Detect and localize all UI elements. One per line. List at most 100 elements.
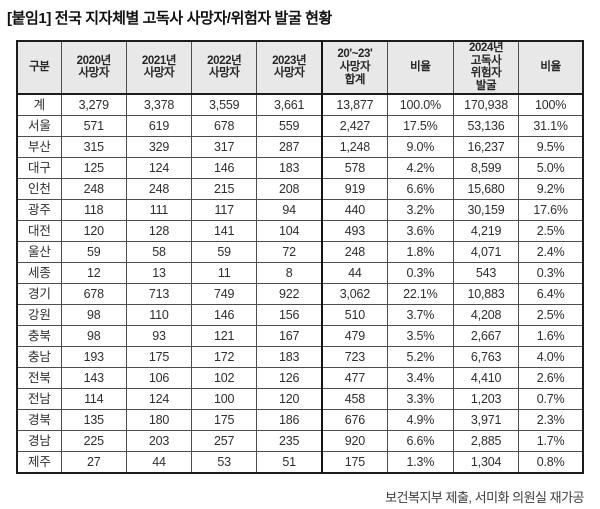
value-cell: 4,071 (452, 240, 520, 263)
value-cell: 172 (191, 345, 258, 368)
value-cell: 571 (60, 114, 127, 137)
value-cell: 3,378 (125, 93, 193, 116)
region-cell: 대구 (16, 156, 62, 179)
value-cell: 317 (191, 135, 258, 158)
value-cell: 440 (321, 198, 388, 221)
value-cell: 146 (191, 303, 258, 326)
value-cell: 4,208 (452, 303, 520, 326)
value-cell: 8,599 (452, 156, 520, 179)
value-cell: 723 (321, 345, 388, 368)
value-cell: 329 (125, 135, 193, 158)
value-cell: 4,410 (452, 366, 520, 389)
value-cell: 510 (321, 303, 388, 326)
value-cell: 922 (256, 282, 323, 305)
value-cell: 98 (60, 303, 127, 326)
table-row: 경남 225 203 257 235 920 6.6% 2,885 1.7% (16, 429, 584, 452)
region-cell: 인천 (16, 177, 62, 200)
region-cell: 충남 (16, 345, 62, 368)
header-deaths-2020: 2020년 사망자 (60, 40, 127, 95)
value-cell: 98 (60, 324, 127, 347)
value-cell: 17.6% (518, 198, 584, 221)
value-cell: 175 (191, 408, 258, 431)
region-cell: 광주 (16, 198, 62, 221)
table-row: 경기 678 713 749 922 3,062 22.1% 10,883 6.4% (16, 282, 584, 305)
value-cell: 315 (60, 135, 127, 158)
value-cell: 8 (256, 261, 323, 284)
region-cell: 경남 (16, 429, 62, 452)
value-cell: 749 (191, 282, 258, 305)
lonely-death-stats-table: 구분 2020년 사망자 2021년 사망자 2022년 사망자 2023년 사… (16, 40, 584, 474)
value-cell: 5.2% (386, 345, 454, 368)
value-cell: 27 (60, 450, 127, 474)
value-cell: 135 (60, 408, 127, 431)
header-deaths-total: 20'~23' 사망자 합계 (321, 40, 388, 95)
value-cell: 15,680 (452, 177, 520, 200)
value-cell: 3,661 (256, 93, 323, 116)
header-deaths-2023: 2023년 사망자 (256, 40, 323, 95)
value-cell: 117 (191, 198, 258, 221)
value-cell: 4.9% (386, 408, 454, 431)
value-cell: 167 (256, 324, 323, 347)
value-cell: 100 (191, 387, 258, 410)
value-cell: 59 (60, 240, 127, 263)
value-cell: 141 (191, 219, 258, 242)
value-cell: 124 (125, 387, 193, 410)
table-row: 부산 315 329 317 287 1,248 9.0% 16,237 9.5% (16, 135, 584, 158)
header-ratio-deaths: 비율 (386, 40, 454, 95)
value-cell: 12 (60, 261, 127, 284)
value-cell: 248 (125, 177, 193, 200)
header-row: 구분 2020년 사망자 2021년 사망자 2022년 사망자 2023년 사… (16, 40, 584, 95)
table-body: 계 3,279 3,378 3,559 3,661 13,877 100.0% 170,938… (16, 93, 584, 474)
value-cell: 203 (125, 429, 193, 452)
value-cell: 1,304 (452, 450, 520, 474)
value-cell: 6,763 (452, 345, 520, 368)
value-cell: 94 (256, 198, 323, 221)
value-cell: 0.3% (386, 261, 454, 284)
value-cell: 100.0% (386, 93, 454, 116)
value-cell: 104 (256, 219, 323, 242)
header-deaths-2021: 2021년 사망자 (125, 40, 193, 95)
page-title: [붙임1] 전국 지자체별 고독사 사망자/위험자 발굴 현황 (7, 10, 332, 27)
value-cell: 3.5% (386, 324, 454, 347)
table-row: 전남 114 124 100 120 458 3.3% 1,203 0.7% (16, 387, 584, 410)
value-cell: 106 (125, 366, 193, 389)
table-row: 서울 571 619 678 559 2,427 17.5% 53,136 31.1% (16, 114, 584, 137)
value-cell: 477 (321, 366, 388, 389)
value-cell: 1.7% (518, 429, 584, 452)
region-cell: 경북 (16, 408, 62, 431)
value-cell: 3.2% (386, 198, 454, 221)
value-cell: 186 (256, 408, 323, 431)
value-cell: 248 (321, 240, 388, 263)
region-cell: 서울 (16, 114, 62, 137)
value-cell: 16,237 (452, 135, 520, 158)
value-cell: 6.6% (386, 429, 454, 452)
region-cell: 강원 (16, 303, 62, 326)
value-cell: 0.7% (518, 387, 584, 410)
table-row: 울산 59 58 59 72 248 1.8% 4,071 2.4% (16, 240, 584, 263)
value-cell: 479 (321, 324, 388, 347)
value-cell: 678 (191, 114, 258, 137)
region-cell: 세종 (16, 261, 62, 284)
region-cell: 부산 (16, 135, 62, 158)
value-cell: 170,938 (452, 93, 520, 116)
value-cell: 6.6% (386, 177, 454, 200)
value-cell: 248 (60, 177, 127, 200)
header-category: 구분 (16, 40, 62, 95)
value-cell: 13,877 (321, 93, 388, 116)
region-cell: 경기 (16, 282, 62, 305)
value-cell: 493 (321, 219, 388, 242)
value-cell: 4.0% (518, 345, 584, 368)
value-cell: 156 (256, 303, 323, 326)
value-cell: 126 (256, 366, 323, 389)
value-cell: 0.8% (518, 450, 584, 474)
value-cell: 121 (191, 324, 258, 347)
header-deaths-2022: 2022년 사망자 (191, 40, 258, 95)
value-cell: 11 (191, 261, 258, 284)
value-cell: 257 (191, 429, 258, 452)
value-cell: 2.5% (518, 303, 584, 326)
value-cell: 578 (321, 156, 388, 179)
value-cell: 9.2% (518, 177, 584, 200)
header-ratio-atrisk: 비율 (518, 40, 584, 95)
value-cell: 120 (60, 219, 127, 242)
value-cell: 111 (125, 198, 193, 221)
